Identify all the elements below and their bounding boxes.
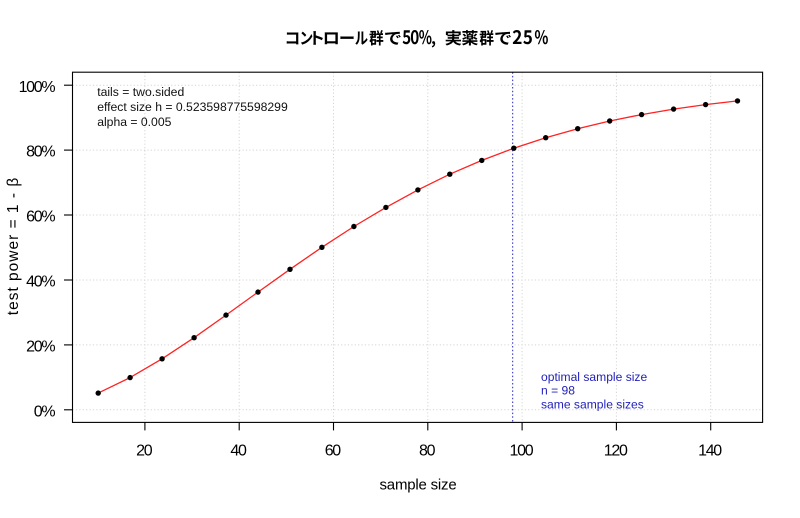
svg-text:140: 140 bbox=[698, 443, 722, 460]
svg-text:120: 120 bbox=[604, 443, 628, 460]
svg-text:effect size h = 0.523598775598: effect size h = 0.523598775598299 bbox=[97, 100, 288, 114]
svg-text:n = 98: n = 98 bbox=[541, 384, 575, 398]
svg-text:40%: 40% bbox=[26, 274, 55, 291]
svg-text:80: 80 bbox=[419, 443, 436, 460]
svg-text:same sample sizes: same sample sizes bbox=[541, 397, 644, 411]
svg-text:100%: 100% bbox=[19, 79, 56, 96]
svg-text:sample size: sample size bbox=[380, 477, 457, 494]
svg-text:100: 100 bbox=[510, 443, 534, 460]
svg-text:test power = 1 - β: test power = 1 - β bbox=[5, 177, 22, 315]
svg-text:60: 60 bbox=[325, 443, 342, 460]
svg-text:80%: 80% bbox=[26, 144, 55, 161]
svg-text:60%: 60% bbox=[26, 209, 55, 226]
svg-text:alpha = 0.005: alpha = 0.005 bbox=[97, 115, 171, 129]
svg-text:0%: 0% bbox=[34, 403, 56, 420]
svg-text:optimal sample size: optimal sample size bbox=[541, 370, 647, 384]
svg-text:tails = two.sided: tails = two.sided bbox=[97, 85, 184, 99]
svg-text:40: 40 bbox=[230, 443, 247, 460]
svg-text:20%: 20% bbox=[26, 339, 55, 356]
svg-text:20: 20 bbox=[136, 443, 153, 460]
